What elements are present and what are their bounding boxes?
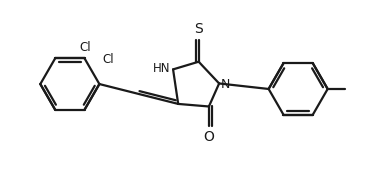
Text: Cl: Cl bbox=[102, 53, 114, 66]
Text: S: S bbox=[194, 22, 203, 36]
Text: N: N bbox=[221, 78, 230, 91]
Text: O: O bbox=[204, 130, 214, 144]
Text: Cl: Cl bbox=[80, 41, 91, 54]
Text: HN: HN bbox=[153, 62, 170, 75]
